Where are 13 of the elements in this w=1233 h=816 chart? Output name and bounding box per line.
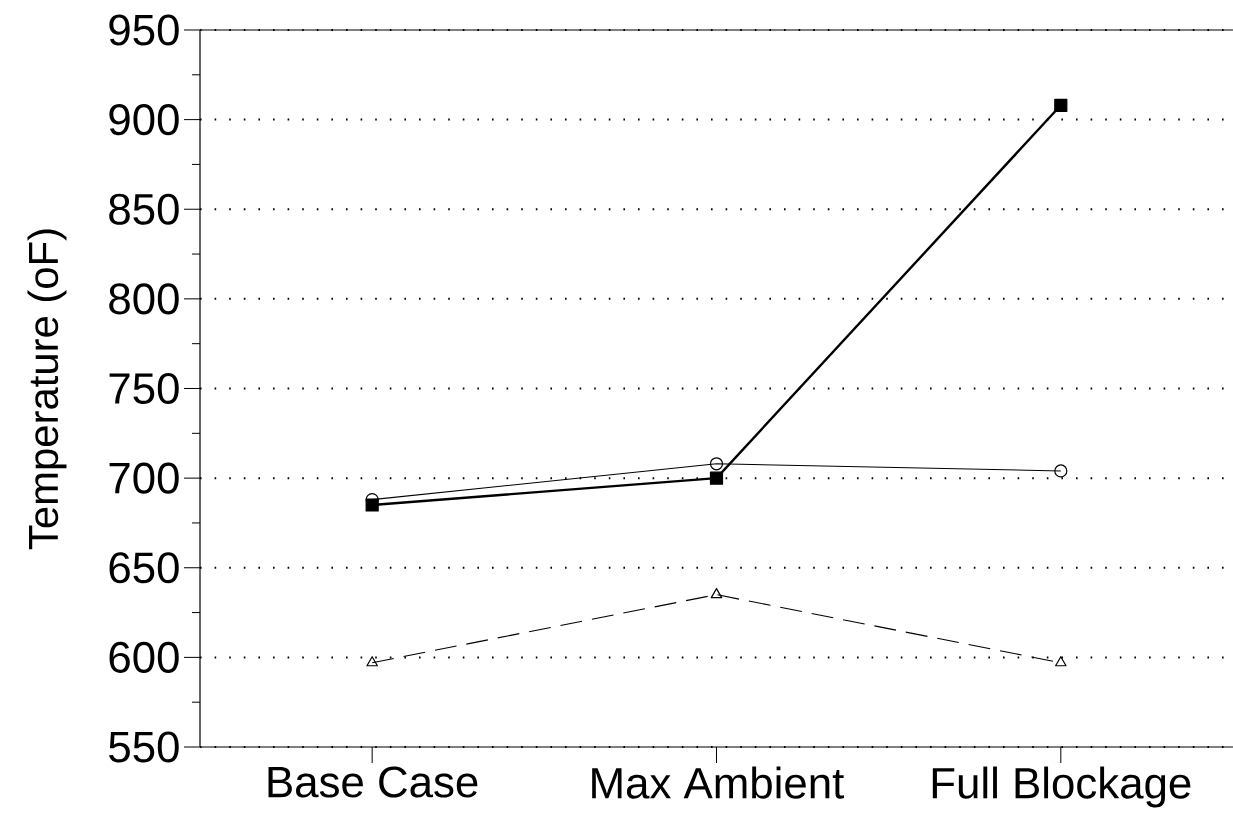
y-tick-label: 850 [109, 193, 179, 225]
y-tick-label: 900 [109, 104, 179, 136]
y-tick-label: 700 [109, 462, 179, 494]
y-axis-title: Temperature (oF) [27, 229, 67, 550]
x-tick-label: Max Ambient [592, 766, 844, 799]
x-tick-label: Base Case [268, 766, 478, 798]
y-tick-label: 950 [109, 14, 179, 46]
y-tick-label: 750 [109, 372, 179, 405]
y-tick-label: 600 [109, 641, 179, 673]
x-tick-label: Full Blockage [932, 766, 1191, 808]
y-tick-label: 550 [109, 731, 179, 763]
y-tick-label: 800 [109, 283, 179, 315]
y-tick-label: 650 [109, 552, 179, 584]
